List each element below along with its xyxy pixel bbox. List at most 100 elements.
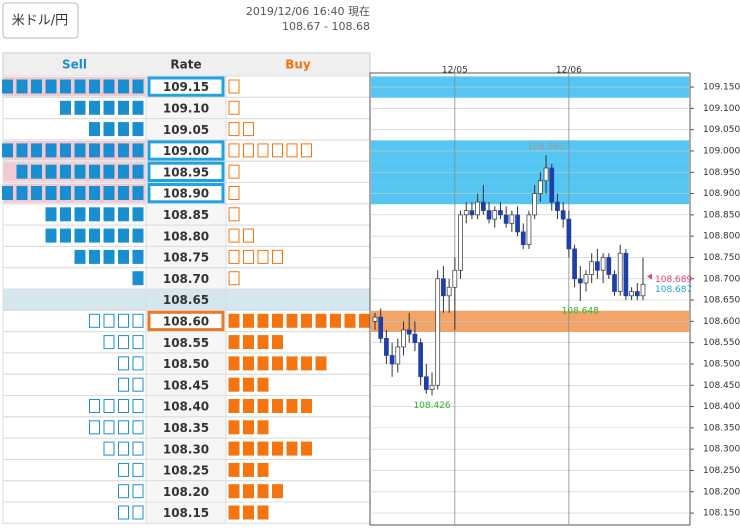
sell-square [132, 335, 144, 350]
sell-square [89, 122, 100, 137]
rate: 108.15 [163, 506, 209, 520]
sell-square [132, 462, 144, 477]
buy-square [228, 228, 240, 243]
sell-square [103, 399, 115, 413]
buy-square [257, 335, 269, 350]
sell-square [132, 207, 144, 222]
y-tick-label: 108.350 [703, 423, 740, 433]
buy-square [272, 313, 283, 328]
annotation: 108.426 [413, 401, 450, 411]
sell-square [60, 164, 71, 179]
buy-square [286, 399, 298, 413]
candle-body [446, 286, 452, 297]
y-tick-label: 108.450 [703, 381, 740, 391]
sell-square [31, 186, 42, 200]
candle-body [486, 210, 492, 220]
buy-square [228, 505, 240, 520]
candle-body [492, 210, 498, 220]
rate: 108.30 [163, 442, 209, 456]
buy-square [257, 377, 269, 392]
buy-square [228, 122, 240, 137]
buy-square [286, 143, 298, 158]
pair-button[interactable]: 米ドル/円 [12, 14, 68, 29]
sell-square [45, 164, 57, 179]
sell-square [132, 79, 144, 94]
buy-square [272, 399, 283, 413]
cell [2, 501, 147, 524]
sell-square [132, 356, 144, 371]
buy-square [344, 313, 356, 328]
candle-body [634, 291, 640, 297]
sell-square [89, 186, 100, 200]
price-tag: 108.689 [655, 275, 692, 285]
candle-body [463, 210, 469, 216]
sell-square [132, 143, 144, 158]
sell-square [16, 79, 28, 94]
candle-body [498, 210, 503, 216]
buy-square [257, 399, 269, 413]
buy-square [228, 186, 240, 200]
sell-square [118, 228, 129, 243]
sell-square [103, 122, 115, 137]
annotation: 108.648 [562, 306, 599, 316]
buy-square [228, 249, 240, 264]
sell-square [16, 186, 28, 200]
candle-body [458, 214, 463, 271]
buy-square [243, 356, 254, 371]
cell [225, 75, 371, 98]
candle-body [378, 316, 384, 339]
sell-square [2, 79, 13, 94]
sell-square [118, 441, 129, 456]
buy-square [228, 313, 240, 328]
candle-body [412, 333, 418, 344]
sell-square [31, 79, 42, 94]
buy-square [286, 441, 298, 456]
buy-square [272, 484, 283, 499]
sell-square [45, 207, 57, 222]
sell-square [60, 228, 71, 243]
y-tick-label: 109.150 [703, 83, 740, 93]
sell-square [45, 143, 57, 158]
sell-square [16, 164, 28, 179]
candle-body [372, 316, 378, 322]
candle-body [520, 231, 526, 246]
buy-square [243, 462, 254, 477]
rate: 108.70 [163, 272, 209, 286]
candle-body [612, 274, 617, 292]
candle-body [435, 278, 441, 386]
rate: 108.45 [163, 378, 209, 392]
candle-body [583, 274, 589, 284]
sell-square [103, 207, 115, 222]
buy-square [243, 377, 254, 392]
candle-body [600, 257, 606, 271]
rate: 109.10 [163, 101, 209, 115]
buy-square [243, 505, 254, 520]
sell-square [60, 186, 71, 200]
buy-square [286, 313, 298, 328]
sell-square [60, 100, 71, 115]
candle-body [384, 338, 389, 356]
candle-body [606, 257, 612, 275]
buy-square [272, 335, 283, 350]
candle-body [640, 283, 646, 297]
sell-square [103, 420, 115, 435]
sell-square [132, 441, 144, 456]
buy-square [301, 399, 312, 413]
sell-square [118, 143, 129, 158]
sell-square [118, 505, 129, 520]
pair-button-box[interactable] [2, 2, 79, 39]
sell-square [89, 249, 100, 264]
sell-square [132, 484, 144, 499]
buy-square [315, 313, 327, 328]
buy-square [228, 79, 240, 94]
sell-square [89, 313, 100, 328]
rate-highlight [147, 310, 225, 332]
buy-square [228, 207, 240, 222]
sell-square [31, 143, 42, 158]
rate: 109.00 [163, 144, 209, 158]
sell-square [118, 313, 129, 328]
buy-square [257, 462, 269, 477]
rate: 108.35 [163, 421, 209, 435]
buy-square [272, 249, 283, 264]
